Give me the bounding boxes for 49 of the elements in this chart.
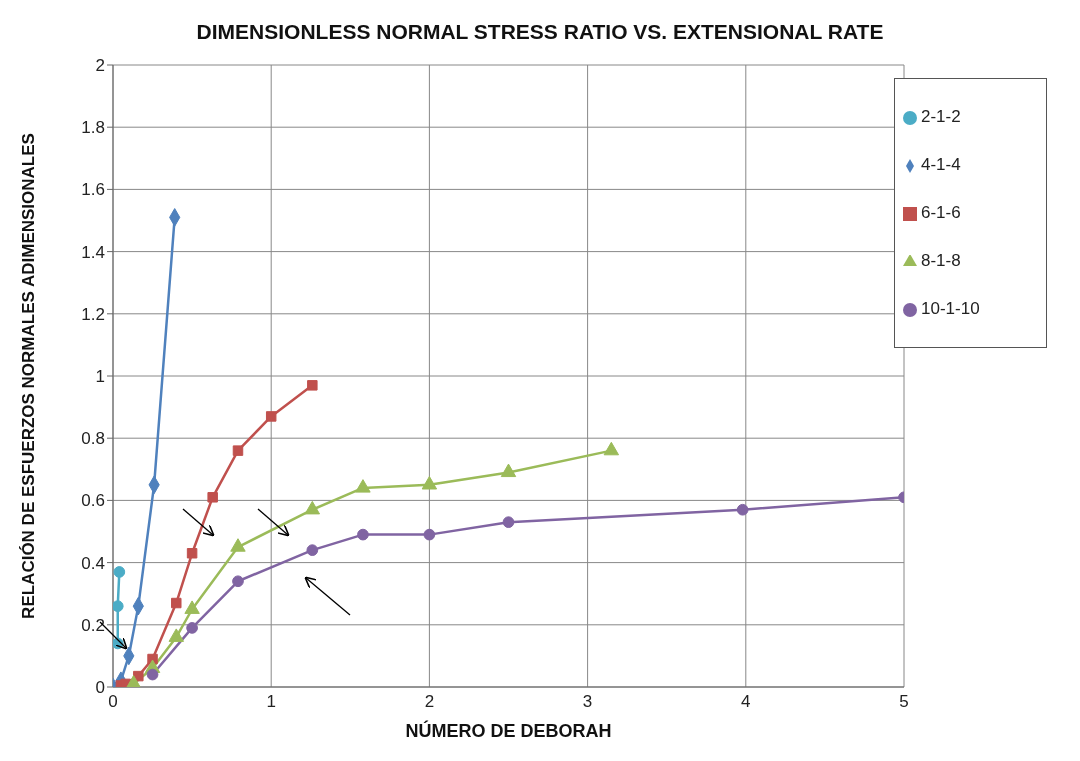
y-tick-label: 1 <box>95 367 105 387</box>
x-tick-label: 2 <box>424 692 435 712</box>
point <box>500 463 517 478</box>
y-tick-label: 0.4 <box>81 553 105 573</box>
legend-label: 10-1-10 <box>921 299 980 318</box>
point <box>113 600 124 612</box>
y-tick-label: 1.2 <box>81 304 105 324</box>
point <box>357 528 369 541</box>
x-axis-title: NÚMERO DE DEBORAH <box>405 720 612 741</box>
y-tick-label: 0.2 <box>81 615 105 635</box>
legend-label: 2-1-2 <box>921 107 961 126</box>
point <box>502 516 515 529</box>
y-tick-label: 0.8 <box>81 429 105 449</box>
point <box>146 668 159 681</box>
point <box>423 528 436 541</box>
legend-label: 8-1-8 <box>921 251 961 270</box>
y-tick-label: 2 <box>95 56 105 76</box>
point <box>171 597 182 609</box>
y-tick-label: 1.6 <box>81 180 105 200</box>
point <box>736 503 749 516</box>
y-tick-label: 1.4 <box>81 242 105 262</box>
legend-label: 4-1-4 <box>921 155 961 174</box>
point <box>355 479 371 493</box>
point <box>168 628 184 642</box>
y-axis-title: RELACIÓN DE ESFUERZOS NORMALES ADIMENSIONALES <box>19 133 39 619</box>
point <box>603 441 620 456</box>
x-tick-label: 3 <box>582 692 593 712</box>
legend-label: 6-1-6 <box>921 203 961 222</box>
y-tick-label: 0 <box>95 678 105 698</box>
point <box>304 500 321 515</box>
point <box>265 411 277 422</box>
chart-title: DIMENSIONLESS NORMAL STRESS RATIO VS. EXTENSIONAL RATE <box>195 20 885 44</box>
point <box>307 380 318 391</box>
point <box>232 575 244 588</box>
x-tick-label: 5 <box>899 692 909 712</box>
point <box>306 544 319 556</box>
x-tick-label: 4 <box>741 692 751 712</box>
y-tick-label: 1.8 <box>81 118 105 138</box>
x-tick-label: 1 <box>266 692 276 712</box>
point <box>186 622 198 634</box>
point <box>113 566 126 578</box>
y-tick-label: 0.6 <box>81 491 105 511</box>
point <box>186 548 198 559</box>
point <box>207 492 218 503</box>
point <box>232 445 244 456</box>
point <box>184 600 200 614</box>
x-tick-label: 0 <box>108 692 118 712</box>
point <box>230 538 246 552</box>
point <box>421 476 438 490</box>
